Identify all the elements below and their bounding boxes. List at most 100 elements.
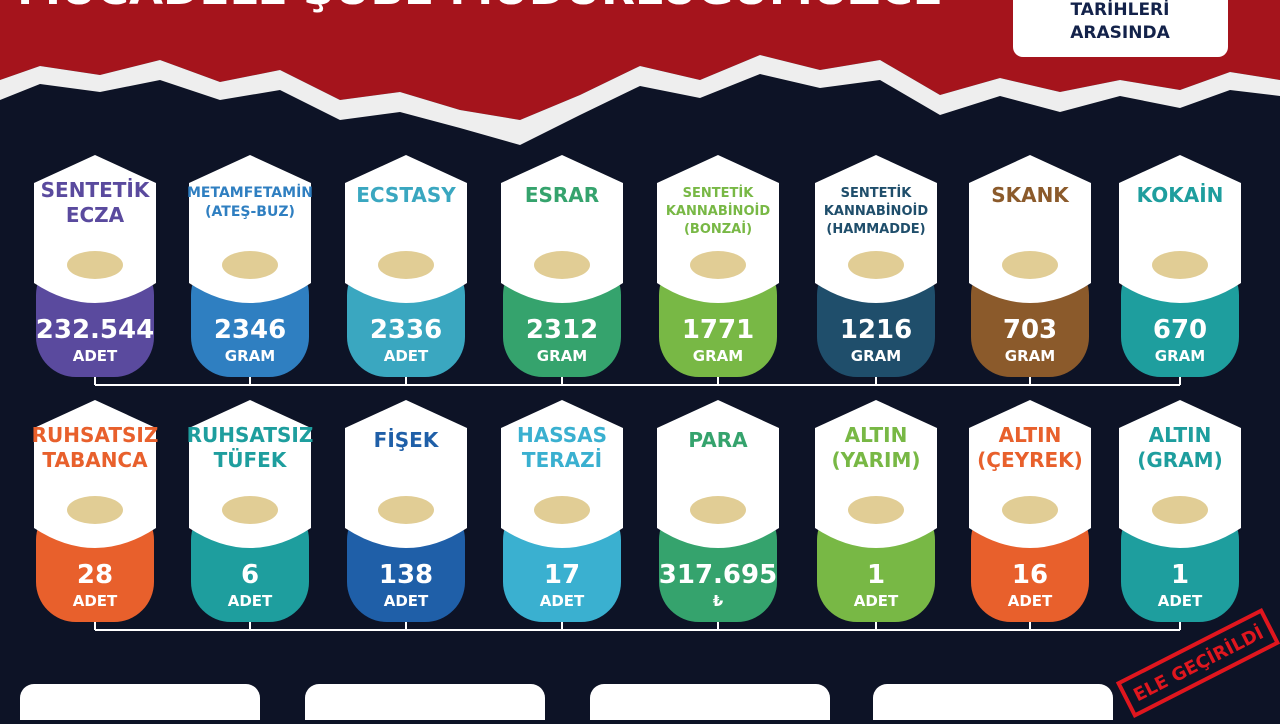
card-unit: GRAM bbox=[537, 347, 587, 365]
card-value: 2312 bbox=[526, 315, 598, 345]
card-icon bbox=[378, 496, 434, 524]
card-icon bbox=[67, 496, 123, 524]
card-top bbox=[345, 400, 467, 548]
card-title: SENTETİK bbox=[683, 185, 755, 201]
card-title: SENTETİK bbox=[841, 185, 913, 201]
card-icon bbox=[67, 251, 123, 279]
date-note: TARİHLERİ bbox=[1071, 0, 1170, 20]
card-title: PARA bbox=[688, 428, 748, 452]
card-title: TÜFEK bbox=[214, 448, 288, 472]
card-top bbox=[815, 155, 937, 303]
card-value: 670 bbox=[1153, 315, 1207, 345]
card-unit: GRAM bbox=[851, 347, 901, 365]
card-top bbox=[815, 400, 937, 548]
card-unit: ADET bbox=[384, 592, 429, 610]
card-unit: GRAM bbox=[225, 347, 275, 365]
card-unit: ADET bbox=[1158, 592, 1203, 610]
card-title: (GRAM) bbox=[1137, 448, 1222, 472]
card-title: KANNABİNOİD bbox=[824, 203, 928, 219]
card-title: (BONZAİ) bbox=[684, 221, 752, 237]
card-icon bbox=[1002, 251, 1058, 279]
card-top bbox=[969, 155, 1091, 303]
card-value: 317.695 bbox=[659, 560, 777, 590]
card-top bbox=[657, 400, 779, 548]
date-box bbox=[1013, 0, 1228, 57]
card-unit: GRAM bbox=[693, 347, 743, 365]
card-top bbox=[189, 400, 311, 548]
card-unit: ₺ bbox=[713, 592, 724, 610]
card-value: 28 bbox=[77, 560, 113, 590]
card-title: ECSTASY bbox=[356, 183, 456, 207]
card-unit: ADET bbox=[228, 592, 273, 610]
card-top bbox=[657, 155, 779, 303]
card-title: (ÇEYREK) bbox=[977, 448, 1083, 472]
card-icon bbox=[222, 496, 278, 524]
header-title: MÜCADELE ŞUBE MÜDÜRLÜĞÜMÜZCE bbox=[17, 0, 943, 15]
card-title: (HAMMADDE) bbox=[826, 222, 925, 237]
card-title: SENTETİK bbox=[41, 178, 151, 202]
card-top bbox=[501, 400, 623, 548]
card-title: ESRAR bbox=[525, 183, 599, 207]
card-value: 1 bbox=[867, 560, 885, 590]
card-title: RUHSATSIZ bbox=[32, 423, 159, 447]
card-icon bbox=[222, 251, 278, 279]
card-top bbox=[34, 155, 156, 303]
card-unit: ADET bbox=[73, 592, 118, 610]
card-title: TERAZİ bbox=[522, 448, 602, 472]
card-value: 6 bbox=[241, 560, 259, 590]
card-top bbox=[501, 155, 623, 303]
card-unit: ADET bbox=[384, 347, 429, 365]
card-title: RUHSATSIZ bbox=[187, 423, 314, 447]
card-value: 2336 bbox=[370, 315, 442, 345]
card-unit: GRAM bbox=[1155, 347, 1205, 365]
card-title: KANNABİNOİD bbox=[666, 203, 770, 219]
bottom-panels bbox=[20, 684, 1113, 724]
card-title: (YARIM) bbox=[831, 448, 920, 472]
card-top bbox=[969, 400, 1091, 548]
card-top bbox=[189, 155, 311, 303]
card-title: ALTIN bbox=[999, 423, 1062, 447]
card-title: KOKAİN bbox=[1137, 183, 1224, 207]
card-value: 1771 bbox=[682, 315, 754, 345]
card-unit: ADET bbox=[73, 347, 118, 365]
card-value: 1 bbox=[1171, 560, 1189, 590]
card-icon bbox=[848, 496, 904, 524]
card-title: ALTIN bbox=[845, 423, 908, 447]
card-icon bbox=[690, 496, 746, 524]
card-value: 16 bbox=[1012, 560, 1048, 590]
card-title: HASSAS bbox=[517, 423, 607, 447]
card-value: 1216 bbox=[840, 315, 912, 345]
card-top bbox=[1119, 155, 1241, 303]
date-note: ARASINDA bbox=[1070, 23, 1170, 43]
card-icon bbox=[378, 251, 434, 279]
card-value: 138 bbox=[379, 560, 433, 590]
card-unit: ADET bbox=[854, 592, 899, 610]
card-title: SKANK bbox=[991, 183, 1070, 207]
card-unit: GRAM bbox=[1005, 347, 1055, 365]
card-top bbox=[34, 400, 156, 548]
card-icon bbox=[1002, 496, 1058, 524]
card-unit: ADET bbox=[540, 592, 585, 610]
card-title: (ATEŞ-BUZ) bbox=[205, 204, 295, 220]
card-title: TABANCA bbox=[42, 448, 148, 472]
card-value: 17 bbox=[544, 560, 580, 590]
card-value: 703 bbox=[1003, 315, 1057, 345]
card-title: ALTIN bbox=[1149, 423, 1212, 447]
card-top bbox=[345, 155, 467, 303]
card-value: 2346 bbox=[214, 315, 286, 345]
card-title: METAMFETAMİN bbox=[187, 184, 313, 201]
card-top bbox=[1119, 400, 1241, 548]
card-icon bbox=[848, 251, 904, 279]
card-title: ECZA bbox=[66, 203, 125, 227]
card-icon bbox=[534, 251, 590, 279]
card-icon bbox=[1152, 496, 1208, 524]
card-icon bbox=[534, 496, 590, 524]
torn-edge bbox=[0, 55, 1280, 145]
card-value: 232.544 bbox=[36, 315, 154, 345]
card-title: FİŞEK bbox=[374, 428, 440, 452]
card-icon bbox=[690, 251, 746, 279]
card-unit: ADET bbox=[1008, 592, 1053, 610]
card-icon bbox=[1152, 251, 1208, 279]
